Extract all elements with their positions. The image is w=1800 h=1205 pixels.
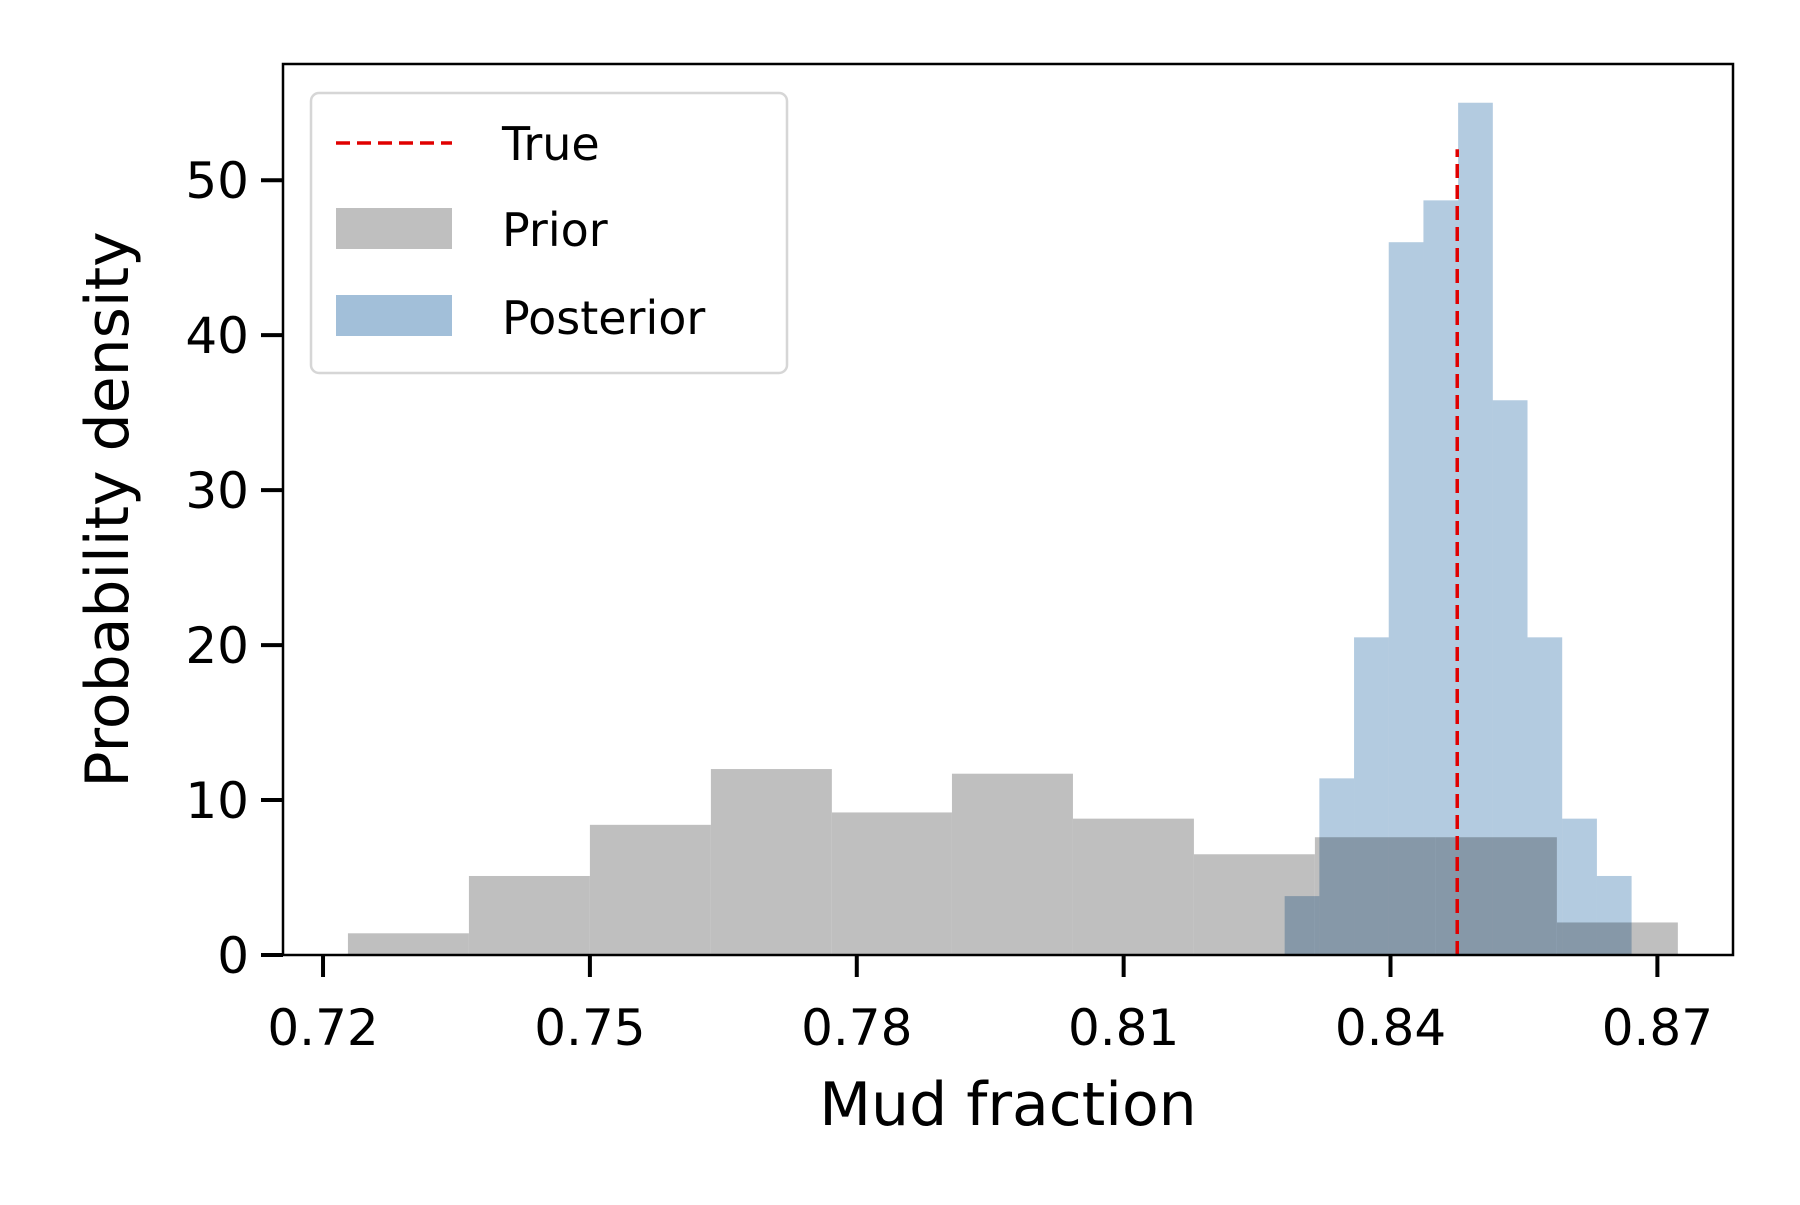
y-axis: 0 10 20 30 40 50 [185,152,283,985]
y-tick-label: 0 [217,927,249,985]
y-tick-label: 40 [185,307,249,365]
y-tick-label: 10 [185,772,249,830]
y-tick-label: 50 [185,152,249,210]
prior-bar-4 [831,812,952,955]
prior-bar-1 [468,875,590,955]
posterior-bar-3 [1388,242,1424,955]
posterior-bar-1 [1319,778,1355,955]
posterior-bar-2 [1354,637,1389,955]
plot-frame [281,62,1735,957]
y-tick-label: 30 [185,462,249,520]
prior-bar-0 [347,933,469,955]
posterior-bar-6 [1492,400,1528,956]
posterior-bar-9 [1596,875,1632,955]
legend-posterior-label: Posterior [502,291,705,345]
x-axis: 0.72 0.75 0.78 0.81 0.84 0.87 [267,955,1713,1057]
x-tick-label: 0.78 [801,999,912,1057]
legend-prior-label: Prior [502,203,608,257]
x-axis-label: Mud fraction [819,1070,1196,1140]
posterior-bar-0 [1284,896,1320,955]
x-tick-label: 0.81 [1068,999,1179,1057]
prior-bar-6 [1072,818,1194,955]
prior-bar-5 [951,773,1073,955]
prior-bar-2 [589,824,711,955]
legend-prior-swatch [336,208,452,249]
y-axis-label: Probability density [73,231,143,787]
prior-bar-3 [710,769,832,955]
x-tick-label: 0.87 [1602,999,1713,1057]
y-tick-label: 20 [185,617,249,675]
x-tick-label: 0.72 [267,999,378,1057]
x-tick-label: 0.75 [534,999,645,1057]
x-tick-label: 0.84 [1335,999,1446,1057]
legend: True Prior Posterior [309,91,789,375]
legend-true-label: True [501,117,600,171]
legend-posterior-swatch [336,295,452,336]
posterior-bar-7 [1527,637,1563,955]
posterior-bar-5 [1458,102,1493,955]
posterior-bars [1284,102,1632,956]
posterior-bar-4 [1423,200,1459,955]
posterior-bar-8 [1562,818,1597,955]
